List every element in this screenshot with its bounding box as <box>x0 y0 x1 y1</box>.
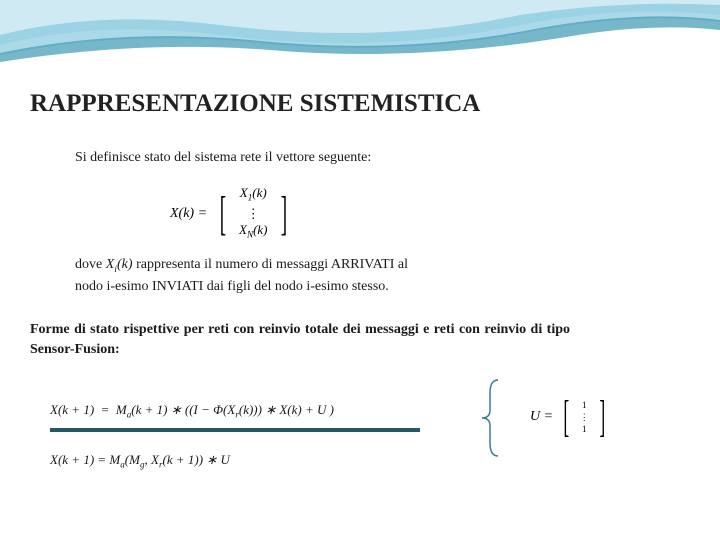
matrix-row-dots: ⋮ <box>247 206 260 222</box>
dove-description: dove Xi(k) rappresenta il numero di mess… <box>75 255 575 296</box>
u-lhs: U = <box>530 409 553 425</box>
u-bracket-left: [ <box>563 395 569 439</box>
bracket-left: [ <box>220 190 226 238</box>
matrix-lhs: X(k) = <box>170 206 207 222</box>
forme-description: Forme di stato rispettive per reti con r… <box>30 320 570 359</box>
equation-2: X(k + 1) = Ma(Mg, Xr(k + 1)) ∗ U <box>50 452 230 470</box>
matrix-row-n: XN(k) <box>239 222 267 243</box>
dove-line-1: dove Xi(k) rappresenta il numero di mess… <box>75 257 408 272</box>
u-row-n: 1 <box>582 423 587 435</box>
state-vector-equation: X(k) = [ X1(k) ⋮ XN(k) ] <box>170 185 291 242</box>
u-contents: 1 ⋮ 1 <box>580 399 589 435</box>
u-row-dots: ⋮ <box>580 411 589 423</box>
equation-1: X(k + 1) = Ma(k + 1) ∗ ((I − Φ(Xr(k))) ∗… <box>50 402 334 420</box>
wave-decoration <box>0 0 720 90</box>
slide-title: RAPPRESENTAZIONE SISTEMISTICA <box>30 90 480 118</box>
grouping-brace <box>478 378 508 458</box>
bracket-right: ] <box>280 190 286 238</box>
u-row-1: 1 <box>582 399 587 411</box>
matrix-row-1: X1(k) <box>240 185 267 206</box>
u-vector-equation: U = [ 1 ⋮ 1 ] <box>530 395 609 439</box>
dove-line-2: nodo i-esimo INVIATI dai figli del nodo … <box>75 279 389 294</box>
u-bracket-right: ] <box>599 395 605 439</box>
equation-underline <box>50 428 420 432</box>
definition-text: Si definisce stato del sistema rete il v… <box>75 150 371 166</box>
matrix-contents: X1(k) ⋮ XN(k) <box>239 185 267 242</box>
